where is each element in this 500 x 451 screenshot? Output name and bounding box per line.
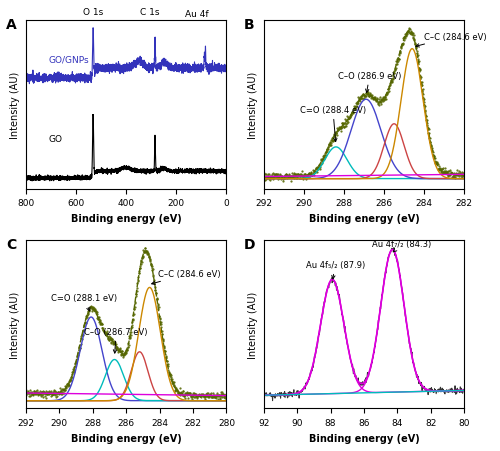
Text: C–C (284.6 eV): C–C (284.6 eV) [152, 269, 220, 285]
Text: D: D [244, 237, 255, 251]
Text: Au 4f₇/₂ (84.3): Au 4f₇/₂ (84.3) [372, 239, 432, 252]
Text: Au 4f: Au 4f [184, 10, 208, 18]
Text: GO/GNPs: GO/GNPs [48, 55, 89, 64]
Text: GO: GO [48, 135, 62, 144]
X-axis label: Binding energy (eV): Binding energy (eV) [71, 213, 182, 223]
Text: C–C (284.6 eV): C–C (284.6 eV) [416, 32, 487, 48]
Text: C–O (286.9 eV): C–O (286.9 eV) [338, 71, 402, 93]
Y-axis label: Intensity (AU): Intensity (AU) [248, 72, 258, 138]
X-axis label: Binding energy (eV): Binding energy (eV) [308, 213, 420, 223]
Text: C–O (286.7 eV): C–O (286.7 eV) [84, 327, 148, 353]
Text: Au 4f₅/₂ (87.9): Au 4f₅/₂ (87.9) [306, 260, 365, 279]
Y-axis label: Intensity (AU): Intensity (AU) [248, 291, 258, 358]
Y-axis label: Intensity (AU): Intensity (AU) [10, 291, 20, 358]
Y-axis label: Intensity (AU): Intensity (AU) [10, 72, 20, 138]
Text: C 1s: C 1s [140, 8, 160, 17]
Text: B: B [244, 18, 254, 32]
Text: C: C [6, 237, 16, 251]
X-axis label: Binding energy (eV): Binding energy (eV) [308, 433, 420, 443]
Text: O 1s: O 1s [83, 8, 103, 17]
Text: C=O (288.1 eV): C=O (288.1 eV) [51, 294, 117, 311]
Text: A: A [6, 18, 16, 32]
X-axis label: Binding energy (eV): Binding energy (eV) [71, 433, 182, 443]
Text: C=O (288.4 eV): C=O (288.4 eV) [300, 106, 366, 142]
